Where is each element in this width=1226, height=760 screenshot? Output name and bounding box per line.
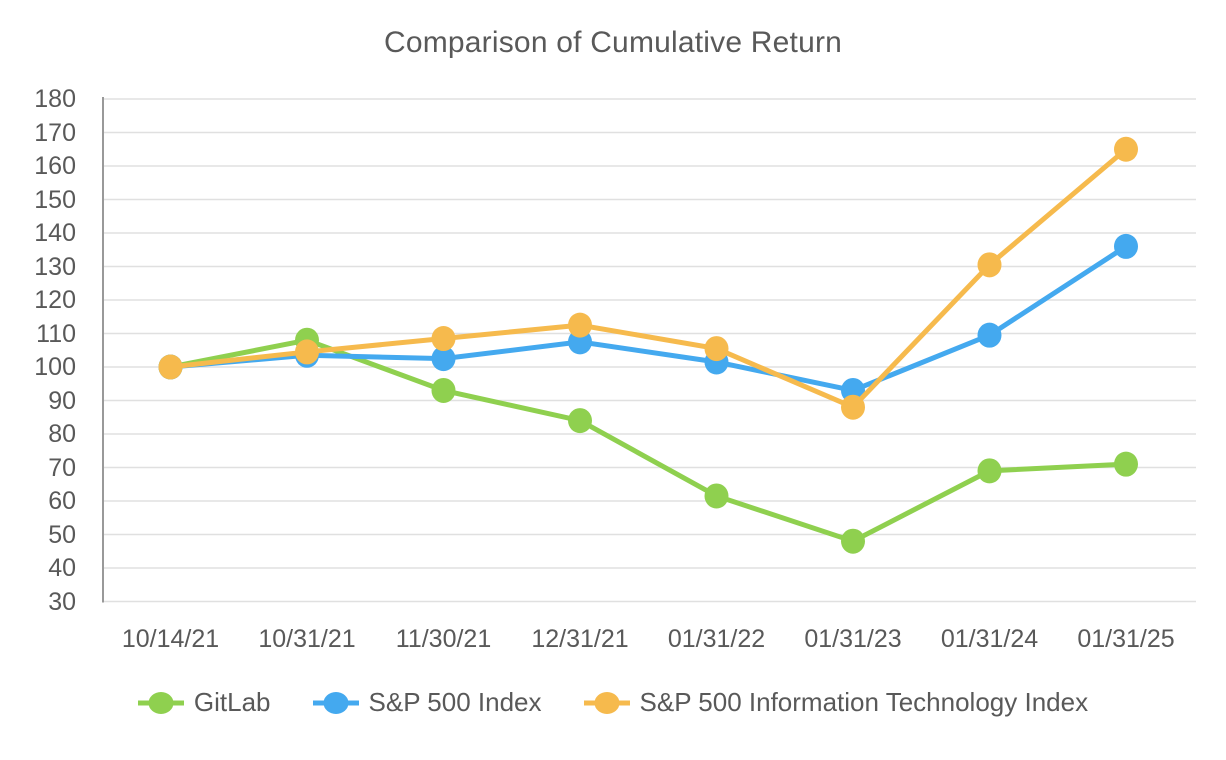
legend-label: S&P 500 Information Technology Index — [639, 687, 1089, 717]
x-tick-label: 10/31/21 — [258, 625, 356, 653]
data-point — [431, 326, 456, 352]
data-point — [1114, 136, 1138, 162]
legend-item: GitLab — [137, 687, 271, 718]
y-tick-label: 70 — [48, 453, 76, 482]
y-tick-label: 80 — [48, 420, 76, 448]
legend-marker-icon — [312, 691, 359, 714]
data-point — [295, 339, 319, 365]
series-line — [170, 337, 1127, 544]
x-tick-label: 01/31/22 — [667, 625, 766, 653]
y-tick-label: 50 — [48, 520, 76, 549]
y-tick-label: 40 — [48, 554, 76, 582]
data-point — [977, 458, 1002, 484]
y-tick-label: 160 — [34, 152, 76, 180]
y-tick-label: 120 — [34, 286, 76, 314]
data-point — [568, 408, 592, 434]
x-tick-label: 11/30/21 — [395, 625, 492, 653]
x-tick-label: 01/31/23 — [804, 625, 902, 653]
y-tick-label: 110 — [36, 319, 76, 348]
data-point — [841, 528, 865, 554]
y-tick-label: 100 — [34, 353, 76, 381]
data-point — [158, 354, 183, 380]
data-point — [977, 322, 1002, 348]
legend-item: S&P 500 Index — [312, 687, 542, 718]
chart-title: Comparison of Cumulative Return — [383, 26, 843, 59]
y-tick-label: 90 — [48, 386, 76, 415]
y-tick-label: 140 — [34, 219, 76, 247]
y-tick-label: 170 — [34, 118, 76, 147]
data-point — [704, 336, 729, 362]
legend-label: GitLab — [193, 687, 271, 717]
data-point — [841, 394, 865, 420]
legend-label: S&P 500 Index — [368, 687, 542, 717]
x-tick-label: 01/31/25 — [1077, 625, 1175, 653]
data-point — [977, 252, 1002, 278]
data-point — [431, 346, 456, 372]
data-point — [1114, 233, 1138, 259]
legend-item: S&P 500 Information Technology Index — [583, 687, 1089, 718]
data-point — [704, 483, 729, 509]
legend: GitLab S&P 500 Index S&P 500 Information T… — [0, 687, 1226, 718]
y-tick-label: 130 — [34, 252, 76, 281]
y-tick-label: 180 — [34, 85, 76, 113]
x-tick-label: 12/31/21 — [531, 625, 629, 653]
y-tick-label: 60 — [48, 487, 76, 515]
data-point — [1114, 451, 1138, 477]
series-line — [170, 244, 1128, 394]
data-point — [568, 312, 592, 338]
legend-marker-icon — [583, 691, 630, 714]
series-line — [170, 147, 1128, 411]
x-tick-label: 10/14/21 — [121, 625, 220, 653]
data-point — [431, 377, 456, 403]
x-tick-label: 01/31/24 — [940, 625, 1039, 653]
y-tick-label: 150 — [34, 185, 76, 214]
y-tick-label: 30 — [48, 587, 76, 616]
legend-marker-icon — [137, 691, 184, 714]
